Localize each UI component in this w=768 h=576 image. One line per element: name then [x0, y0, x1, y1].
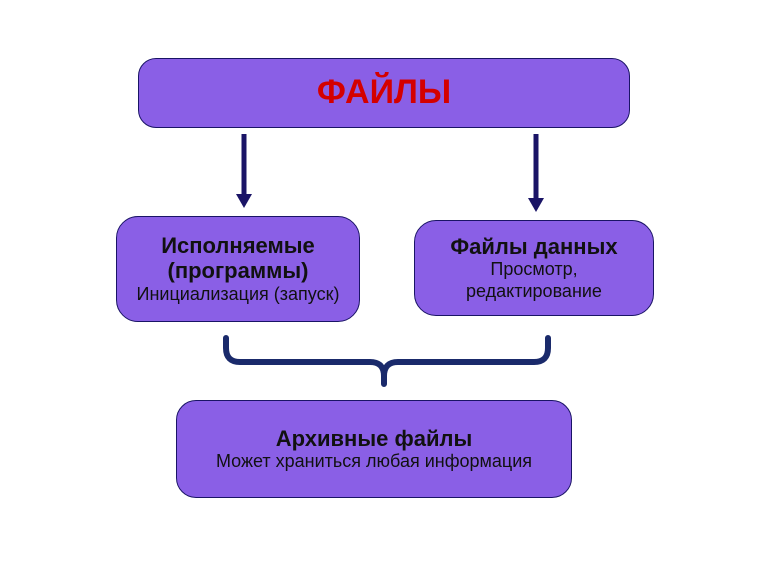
right-title: Файлы данных	[442, 234, 625, 259]
arrow-left	[236, 134, 252, 208]
arrow-right	[528, 134, 544, 212]
left-title: Исполняемые (программы)	[117, 233, 359, 284]
diagram-stage: ФАЙЛЫ Исполняемые (программы) Инициализа…	[0, 0, 768, 576]
left-box: Исполняемые (программы) Инициализация (з…	[116, 216, 360, 322]
left-subtitle: Инициализация (запуск)	[129, 284, 348, 306]
bottom-box: Архивные файлы Может храниться любая инф…	[176, 400, 572, 498]
bottom-title: Архивные файлы	[268, 426, 481, 451]
right-box: Файлы данных Просмотр, редактирование	[414, 220, 654, 316]
merge-brace	[226, 338, 548, 384]
root-title: ФАЙЛЫ	[309, 73, 459, 112]
bottom-subtitle: Может храниться любая информация	[208, 451, 540, 473]
root-box: ФАЙЛЫ	[138, 58, 630, 128]
right-subtitle: Просмотр, редактирование	[415, 259, 653, 302]
